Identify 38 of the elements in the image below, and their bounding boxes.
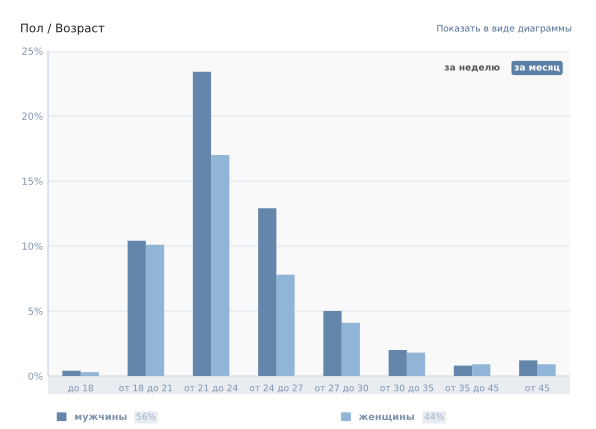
bar [80,372,99,376]
legend-label: мужчины [75,414,126,422]
annotation: за месяц [514,65,560,72]
bar [146,244,164,376]
bar [192,72,212,376]
x-tick-label: от 24 до 27 [250,384,303,392]
y-tick-label: 25% [22,47,43,55]
text: Показать в виде диаграммы [437,24,572,34]
bar [454,366,472,376]
x-tick-label: от 35 до 45 [446,384,498,392]
bar [406,352,426,376]
text: 56% [136,413,156,420]
bar [211,155,230,376]
bar [388,350,407,376]
x-tick-label: от 45 [525,384,550,392]
x-tick-label: от 30 до 35 [380,384,434,392]
y-tick-label: 15% [22,177,43,185]
bar [519,360,538,376]
legend-label: женщины [358,414,414,422]
x-tick-label: от 27 до 30 [315,384,368,392]
bar [537,364,556,376]
y-tick-label: 20% [22,112,43,120]
bar [258,208,276,376]
y-tick-label: 10% [22,242,43,250]
bar [276,274,295,376]
x-tick-label: от 18 до 21 [119,384,172,392]
bar [62,370,81,376]
bar [323,311,342,376]
x-tick-label: до 18 [68,384,94,392]
chart-title: Пол / Возраст [21,24,104,35]
text: 44% [424,413,444,420]
bar [342,322,360,376]
bar [472,364,490,376]
annotation: за неделю [444,65,500,72]
y-tick-label: 0% [28,372,43,380]
x-tick-label: от 21 до 24 [184,384,238,392]
bar [128,240,146,376]
y-tick-label: 5% [28,307,43,315]
